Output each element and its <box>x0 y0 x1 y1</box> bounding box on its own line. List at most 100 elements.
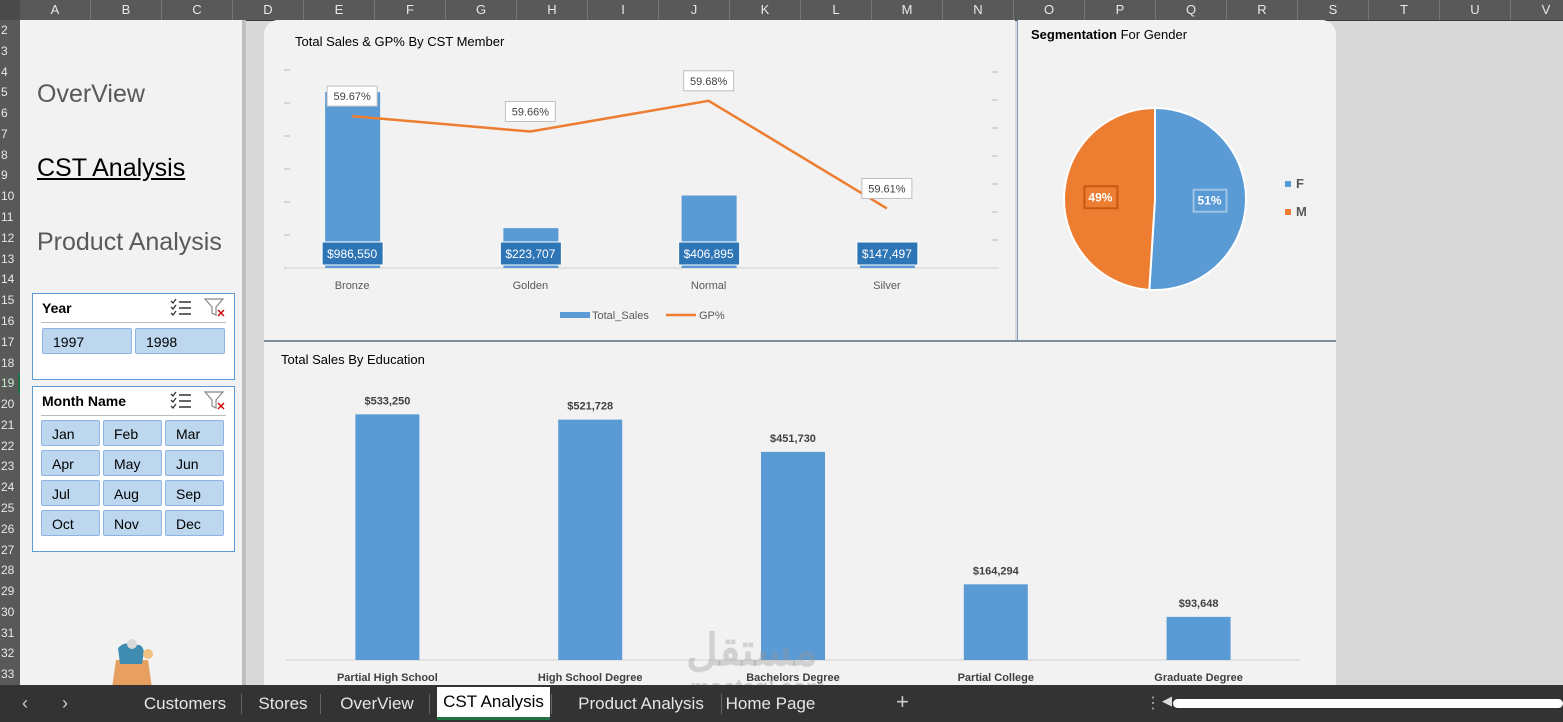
row-header[interactable]: 32 <box>1 646 15 661</box>
row-header[interactable]: 18 <box>1 355 15 370</box>
column-header[interactable]: Q <box>1156 0 1227 20</box>
row-header[interactable]: 19 <box>0 373 20 395</box>
multi-select-icon[interactable] <box>170 391 192 416</box>
row-header[interactable]: 29 <box>1 584 15 599</box>
column-header[interactable]: E <box>304 0 375 20</box>
row-header[interactable]: 10 <box>1 189 15 204</box>
month-slicer-item[interactable]: Apr <box>41 450 100 476</box>
x-tick-label: Graduate Degree <box>1154 672 1243 684</box>
column-header[interactable]: F <box>375 0 446 20</box>
shopping-bag-icon <box>108 638 168 685</box>
column-header[interactable]: I <box>588 0 659 20</box>
row-header[interactable]: 7 <box>1 126 8 141</box>
month-slicer-item[interactable]: Dec <box>165 510 224 536</box>
column-header[interactable]: R <box>1227 0 1298 20</box>
sheet-tab[interactable]: Home Page <box>725 694 816 713</box>
row-header[interactable]: 14 <box>1 272 15 287</box>
select-all-corner[interactable] <box>0 0 20 20</box>
column-header[interactable]: U <box>1440 0 1511 20</box>
sheet-tab[interactable]: Customers <box>143 694 227 713</box>
column-header[interactable]: D <box>233 0 304 20</box>
legend-swatch <box>1285 181 1291 187</box>
nav-product-analysis[interactable]: Product Analysis <box>37 228 222 256</box>
column-header[interactable]: C <box>162 0 233 20</box>
row-header[interactable]: 2 <box>1 23 8 37</box>
month-slicer-item[interactable]: Aug <box>103 480 162 506</box>
month-slicer-item[interactable]: Mar <box>165 420 224 446</box>
month-slicer-item[interactable]: May <box>103 450 162 476</box>
row-header[interactable]: 5 <box>1 85 8 100</box>
row-header[interactable]: 12 <box>1 230 15 245</box>
row-header[interactable]: 23 <box>1 459 15 474</box>
column-header[interactable]: N <box>943 0 1014 20</box>
row-header[interactable]: 17 <box>1 334 15 349</box>
month-slicer-item[interactable]: Jul <box>41 480 100 506</box>
add-sheet-icon[interactable]: + <box>896 689 909 714</box>
row-header[interactable]: 25 <box>1 500 15 515</box>
clear-filter-icon[interactable] <box>203 391 226 416</box>
row-header[interactable]: 11 <box>1 210 14 225</box>
row-header[interactable]: 26 <box>1 521 15 536</box>
year-slicer-item[interactable]: 1998 <box>135 328 225 354</box>
row-header[interactable]: 20 <box>1 397 15 412</box>
column-header[interactable]: P <box>1085 0 1156 20</box>
column-header[interactable]: G <box>446 0 517 20</box>
column-header[interactable]: S <box>1298 0 1369 20</box>
sheet-tab[interactable]: CST Analysis <box>437 687 550 720</box>
row-header[interactable]: 31 <box>1 625 15 640</box>
scroll-right-icon[interactable]: › <box>62 693 68 713</box>
sales-data-label: $986,550 <box>327 247 377 261</box>
clear-filter-icon[interactable] <box>203 298 226 323</box>
month-slicer-item[interactable]: Jun <box>165 450 224 476</box>
row-header[interactable]: 8 <box>1 147 8 162</box>
x-tick-label: Partial College <box>958 672 1034 684</box>
row-header[interactable]: 13 <box>1 251 15 266</box>
more-options-icon[interactable]: ⋮ <box>1145 695 1161 712</box>
sheet-tab[interactable]: OverView <box>340 694 414 713</box>
column-header[interactable]: O <box>1014 0 1085 20</box>
row-header[interactable]: 4 <box>1 64 8 79</box>
scroll-left-arrow-icon[interactable]: ◀ <box>1162 693 1172 708</box>
nav-cst-analysis[interactable]: CST Analysis <box>37 154 186 182</box>
x-tick-label: Silver <box>873 280 901 292</box>
column-header[interactable]: V <box>1511 0 1563 20</box>
row-header[interactable]: 24 <box>1 480 15 495</box>
month-slicer-item[interactable]: Oct <box>41 510 100 536</box>
row-header[interactable]: 22 <box>1 438 15 453</box>
row-header[interactable]: 30 <box>1 604 15 619</box>
column-header[interactable]: L <box>801 0 872 20</box>
row-header[interactable]: 16 <box>1 313 15 328</box>
row-header[interactable]: 28 <box>1 563 15 578</box>
row-header[interactable]: 9 <box>1 168 8 183</box>
column-header[interactable]: M <box>872 0 943 20</box>
row-header[interactable]: 21 <box>1 417 15 432</box>
horizontal-scrollbar[interactable] <box>1173 699 1563 708</box>
month-slicer-item[interactable]: Nov <box>103 510 162 536</box>
nav-overview[interactable]: OverView <box>37 80 145 108</box>
row-header[interactable]: 33 <box>1 667 15 682</box>
month-slicer-item[interactable]: Sep <box>165 480 224 506</box>
column-header[interactable]: H <box>517 0 588 20</box>
education-bar <box>558 419 623 660</box>
scroll-left-icon[interactable]: ‹ <box>22 693 28 713</box>
column-header[interactable]: J <box>659 0 730 20</box>
sheet-tab[interactable]: Product Analysis <box>578 694 704 713</box>
month-slicer-item[interactable]: Jan <box>41 420 100 446</box>
row-header[interactable]: 27 <box>1 542 15 557</box>
sales-data-label-box <box>321 241 384 266</box>
column-header[interactable]: B <box>91 0 162 20</box>
legend-swatch <box>1285 209 1291 215</box>
x-tick-label: Bachelors Degree <box>746 672 840 684</box>
year-slicer-item[interactable]: 1997 <box>42 328 132 354</box>
row-header[interactable]: 15 <box>1 293 15 308</box>
month-slicer-item[interactable]: Feb <box>103 420 162 446</box>
education-bar <box>1166 616 1231 660</box>
row-header[interactable]: 6 <box>1 106 8 121</box>
column-header[interactable]: T <box>1369 0 1440 20</box>
column-header[interactable]: K <box>730 0 801 20</box>
row-header[interactable]: 3 <box>1 43 8 58</box>
sheet-tab[interactable]: Stores <box>258 694 308 713</box>
cst-member-chart-panel: Total Sales & GP% By CST Member $986,550… <box>264 20 1015 340</box>
column-header[interactable]: A <box>20 0 91 20</box>
multi-select-icon[interactable] <box>170 298 192 323</box>
